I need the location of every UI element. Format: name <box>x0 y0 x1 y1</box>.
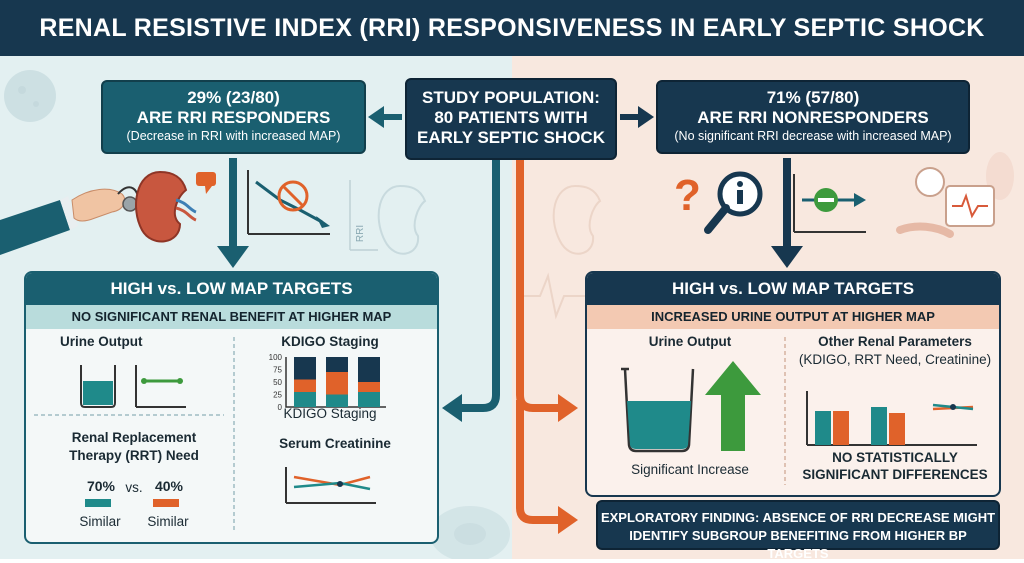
rrt-high-bar-icon <box>85 499 111 507</box>
kdigo-bar-segment <box>326 372 348 395</box>
significant-increase-label: Significant Increase <box>631 462 749 477</box>
kdigo-bar-segment <box>326 357 348 372</box>
right-panel-subheader: INCREASED URINE OUTPUT AT HIGHER MAP <box>587 305 999 329</box>
large-beaker-icon <box>621 367 695 453</box>
kdigo-title: KDIGO Staging <box>281 334 379 349</box>
exploratory-line-1: EXPLORATORY FINDING: ABSENCE OF RRI DECR… <box>600 510 996 525</box>
responders-note: (Decrease in RRI with increased MAP) <box>126 129 341 143</box>
nonresponders-note: (No significant RRI decrease with increa… <box>674 129 952 143</box>
svg-text:?: ? <box>674 171 701 220</box>
rrt-vs-label: vs. <box>125 480 143 495</box>
kdigo-stacked-chart: 100 75 50 25 0 <box>269 353 386 412</box>
creatinine-chart-icon <box>285 467 376 504</box>
cell-icon <box>430 506 510 559</box>
ecg-line-icon <box>520 272 590 320</box>
question-mark-icon: ? <box>674 171 701 220</box>
kdigo-tick-label: 100 <box>269 353 283 362</box>
magnifier-icon <box>704 171 763 234</box>
exploratory-finding-box: EXPLORATORY FINDING: ABSENCE OF RRI DECR… <box>596 500 1000 561</box>
nonresponders-stat: 71% (57/80) <box>766 88 860 107</box>
responders-label: ARE RRI RESPONDERS <box>136 108 331 127</box>
kdigo-axis <box>285 357 386 408</box>
center-line-1: STUDY POPULATION: <box>422 88 600 107</box>
beaker-icon <box>80 365 116 408</box>
kdigo-tick-label: 25 <box>273 391 282 400</box>
right-results-panel: HIGH vs. LOW MAP TARGETS INCREASED URINE… <box>585 271 1001 497</box>
center-line-3: EARLY SEPTIC SHOCK <box>417 128 605 147</box>
kdigo-tick-label: 50 <box>273 378 282 387</box>
left-panel-subheader: NO SIGNIFICANT RENAL BENEFIT AT HIGHER M… <box>26 305 437 329</box>
left-panel-header: HIGH vs. LOW MAP TARGETS <box>26 273 437 305</box>
blood-pressure-monitor-icon <box>896 167 995 238</box>
kdigo-tick-label: 0 <box>278 403 283 412</box>
right-panel-header: HIGH vs. LOW MAP TARGETS <box>587 273 999 305</box>
responders-box: 29% (23/80) ARE RRI RESPONDERS (Decrease… <box>101 80 366 154</box>
thumbs-down-icon <box>196 172 216 194</box>
rrt-label-line-1: Renal Replacement <box>71 430 197 445</box>
similar-label-1: Similar <box>79 514 121 529</box>
rrt-low-bar-icon <box>153 499 179 507</box>
similar-label-2: Similar <box>147 514 189 529</box>
kdigo-tick-label: 75 <box>273 366 282 375</box>
increase-arrow-icon <box>705 361 761 451</box>
kidney-outline-icon <box>377 184 602 255</box>
kdigo-bar-segment <box>358 357 380 382</box>
other-params-title: Other Renal Parameters <box>818 334 972 349</box>
kdigo-bar-segment <box>294 392 316 407</box>
rri-decrease-chart-icon <box>247 170 330 235</box>
kdigo-bar-segment <box>294 379 316 392</box>
creatinine-title: Serum Creatinine <box>279 436 391 451</box>
nonresponders-label: ARE RRI NONRESPONDERS <box>697 108 929 127</box>
rri-axis-label: RRI <box>355 224 367 243</box>
responders-stat: 29% (23/80) <box>187 88 280 107</box>
rrt-label-line-2: Therapy (RRT) Need <box>69 448 199 463</box>
kdigo-bar-segment <box>294 357 316 380</box>
other-params-chart-icon <box>806 391 977 446</box>
background-decoration <box>4 70 1014 559</box>
page-title: RENAL RESISTIVE INDEX (RRI) RESPONSIVENE… <box>0 0 1024 56</box>
right-urine-output-label: Urine Output <box>648 334 732 349</box>
rrt-high-value: 70% <box>86 478 116 494</box>
right-panel-graphics <box>621 337 977 485</box>
study-population-box: STUDY POPULATION: 80 PATIENTS WITH EARLY… <box>405 78 617 160</box>
kdigo-bar-segment <box>358 382 380 392</box>
kdigo-bar-segment <box>358 392 380 407</box>
no-change-chart-icon <box>793 174 866 233</box>
left-panel-graphics: 100 75 50 25 0 <box>34 337 386 532</box>
kdigo-caption: KDIGO Staging <box>283 406 377 421</box>
center-line-2: 80 PATIENTS WITH <box>434 108 588 127</box>
other-params-subtitle: (KDIGO, RRT Need, Creatinine) <box>798 352 992 367</box>
nonresponders-box: 71% (57/80) ARE RRI NONRESPONDERS (No si… <box>656 80 970 154</box>
flat-urine-chart-icon <box>135 365 186 408</box>
rrt-low-value: 40% <box>154 478 184 494</box>
kdigo-bar-segment <box>326 394 348 407</box>
nonresponder-illustration: ? <box>674 167 995 238</box>
no-significant-line-2: SIGNIFICANT DIFFERENCES <box>802 467 988 482</box>
exploratory-line-2: IDENTIFY SUBGROUP BENEFITING FROM HIGHER… <box>629 528 967 561</box>
rri-small-graph-icon <box>349 180 378 251</box>
responder-illustration <box>0 170 378 255</box>
no-significant-line-1: NO STATISTICALLY <box>832 450 958 465</box>
virus-icon <box>4 70 56 122</box>
left-urine-output-label: Urine Output <box>60 334 143 349</box>
doctor-arm-icon <box>0 188 126 255</box>
kidney-icon <box>135 170 197 243</box>
